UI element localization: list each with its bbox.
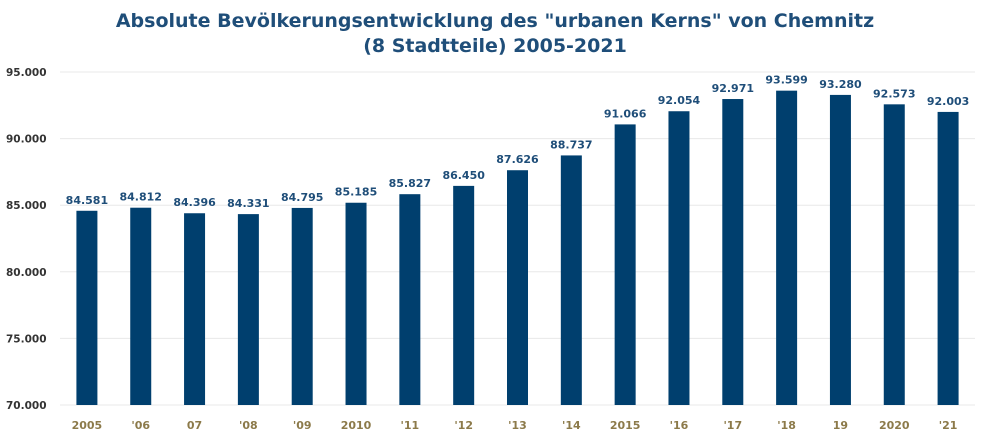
data-label: 84.581	[66, 194, 108, 207]
x-tick-label: '12	[454, 419, 473, 432]
data-label: 86.450	[442, 169, 485, 182]
bar	[883, 104, 905, 405]
x-tick-label: '17	[723, 419, 742, 432]
x-tick-label: '11	[401, 419, 420, 432]
x-tick-label: '14	[562, 419, 581, 432]
data-label: 84.396	[173, 196, 216, 209]
x-tick-label: '21	[939, 419, 958, 432]
bar	[76, 210, 98, 405]
data-label: 91.066	[604, 107, 647, 120]
x-tick-label: 07	[187, 419, 202, 432]
data-label: 84.331	[227, 197, 269, 210]
chart-subtitle: (8 Stadtteile) 2005-2021	[363, 35, 627, 57]
data-label: 93.280	[819, 78, 862, 91]
data-label: 84.795	[281, 191, 323, 204]
bar	[668, 111, 690, 405]
bar	[130, 207, 152, 405]
data-label: 92.054	[658, 94, 701, 107]
x-axis-ticks: 2005 '06 07 '08 '09 2010 '11 '12 '13 '14 2015 '16 '1…	[72, 419, 958, 432]
bars	[76, 90, 959, 406]
bar	[453, 185, 475, 405]
data-label: 93.599	[765, 74, 807, 87]
x-tick-label: '09	[293, 419, 312, 432]
bar	[722, 99, 744, 406]
data-label: 92.971	[712, 82, 754, 95]
x-tick-label: '16	[670, 419, 689, 432]
bar	[507, 170, 528, 405]
bar	[614, 124, 636, 405]
x-tick-label: 2015	[610, 419, 641, 432]
bar	[829, 94, 851, 405]
bar	[291, 207, 313, 405]
data-labels: 84.581 84.812 84.396 84.331 84.795 85.185 85.8…	[66, 74, 970, 210]
bar	[345, 202, 367, 405]
data-label: 92.573	[873, 87, 915, 100]
data-label: 88.737	[550, 138, 592, 151]
y-tick-label: 85.000	[6, 200, 47, 212]
bar	[937, 111, 959, 405]
x-tick-label: 2010	[341, 419, 372, 432]
y-tick-label: 75.000	[6, 333, 47, 345]
x-tick-label: 19	[833, 419, 848, 432]
x-tick-label: '06	[131, 419, 150, 432]
bar	[184, 213, 206, 405]
x-tick-label: 2020	[879, 419, 910, 432]
data-label: 85.827	[389, 177, 431, 190]
x-tick-label: '13	[508, 419, 527, 432]
bar	[237, 214, 259, 405]
y-tick-label: 80.000	[6, 267, 47, 279]
bar	[399, 194, 421, 405]
y-tick-label: 95.000	[6, 67, 47, 79]
data-label: 84.812	[120, 191, 162, 204]
data-label: 92.003	[927, 95, 969, 108]
x-tick-label: 2005	[72, 419, 103, 432]
bar	[560, 155, 582, 405]
y-axis-ticks: 70.000 75.000 80.000 85.000 90.000 95.000	[6, 67, 47, 412]
data-label: 85.185	[335, 186, 377, 199]
chart-title-line-1: Absolute Bevölkerungsentwicklung des "ur…	[115, 10, 875, 32]
x-tick-label: '08	[239, 419, 258, 432]
data-label: 87.626	[496, 153, 539, 166]
x-tick-label: '18	[777, 419, 796, 432]
y-tick-label: 90.000	[6, 134, 47, 146]
y-tick-label: 70.000	[6, 400, 47, 412]
chart-title: Absolute Bevölkerungsentwicklung des "ur…	[0, 9, 990, 59]
bar	[776, 90, 798, 406]
